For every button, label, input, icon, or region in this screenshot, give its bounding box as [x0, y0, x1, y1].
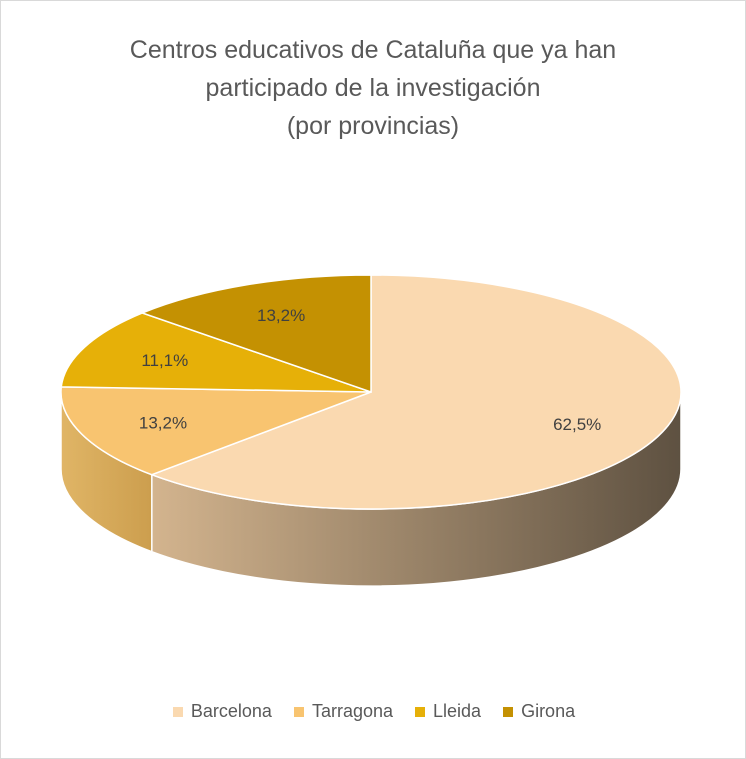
pie-slice-barcelona: [149, 274, 682, 510]
chart-title-line-1: Centros educativos de Cataluña que ya ha…: [129, 36, 617, 64]
legend-label-barcelona: Barcelona: [190, 701, 272, 721]
pie-slice-lleida: [60, 312, 372, 393]
legend-swatch-lleida: [415, 706, 426, 717]
legend-item-girona: Girona: [503, 701, 575, 722]
pie-slice-girona: [140, 274, 372, 394]
legend-item-tarragona: Tarragona: [293, 701, 394, 722]
chart-title: Centros educativos de Cataluña que ya ha…: [21, 31, 725, 145]
legend-swatch-barcelona: [172, 706, 183, 717]
pie-chart: 62,5% 13,2% 11,1% 13,2%: [60, 274, 682, 587]
legend-swatch-tarragona: [293, 706, 304, 717]
legend-item-barcelona: Barcelona: [172, 701, 272, 722]
chart-title-line-3: (por provincias): [286, 112, 460, 140]
data-label-barcelona: 62,5%: [553, 415, 601, 434]
chart-title-line-2: participado de la investigación: [205, 74, 541, 102]
legend-label-girona: Girona: [521, 701, 576, 721]
legend-label-lleida: Lleida: [433, 701, 482, 721]
legend-label-tarragona: Tarragona: [311, 701, 394, 721]
legend-item-lleida: Lleida: [415, 701, 481, 722]
legend-swatch-girona: [503, 706, 514, 717]
data-label-lleida: 11,1%: [141, 351, 188, 370]
data-label-girona: 13,2%: [257, 306, 305, 325]
data-label-tarragona: 13,2%: [139, 414, 187, 433]
pie-slice-tarragona: [60, 386, 372, 476]
chart-legend: Barcelona Tarragona Lleida Girona: [1, 701, 746, 722]
